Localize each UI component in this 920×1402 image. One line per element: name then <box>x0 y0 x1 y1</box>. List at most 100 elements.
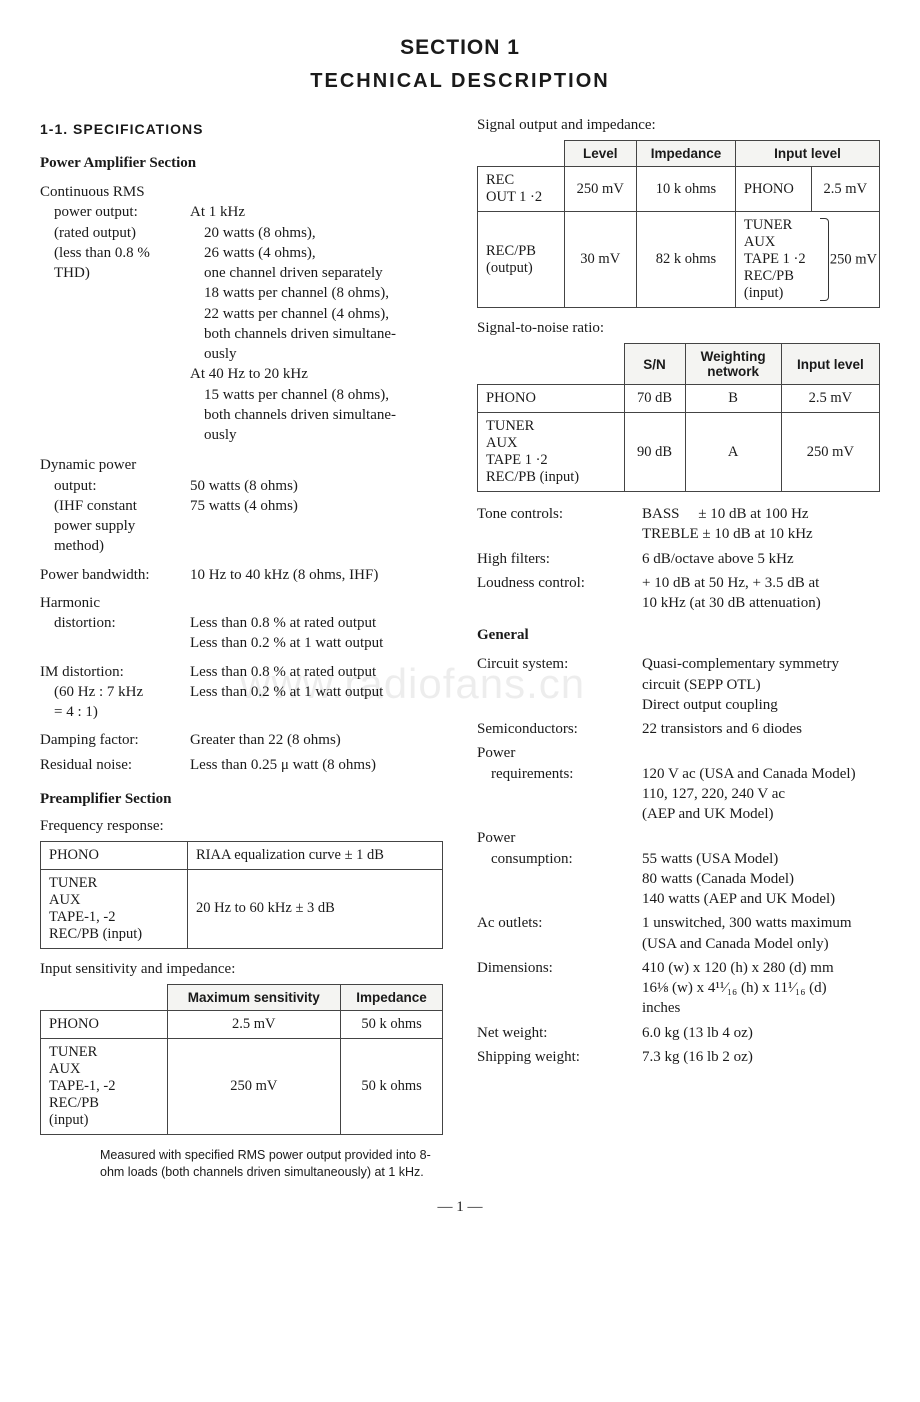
tone-label: Tone controls: <box>477 504 642 545</box>
im-row: IM distortion: (60 Hz : 7 kHz = 4 : 1) L… <box>40 662 443 723</box>
crms-v6: 22 watts per channel (4 ohms), <box>190 306 389 322</box>
snr-r1c4: 2.5 mV <box>781 385 879 413</box>
im-v2: Less than 0.2 % at 1 watt output <box>190 684 383 700</box>
snr-r2c1: TUNER AUX TAPE 1 ·2 REC/PB (input) <box>478 413 625 492</box>
highfilter-row: High filters: 6 dB/octave above 5 kHz <box>477 549 880 569</box>
left-column: 1-1. SPECIFICATIONS Power Amplifier Sect… <box>40 117 443 1181</box>
im-l3: = 4 : 1) <box>40 704 98 720</box>
so-r2c4: TUNER AUX TAPE 1 ·2 REC/PB (input) 250 m… <box>735 212 879 308</box>
table-row: PHONO 70 dB B 2.5 mV <box>478 385 880 413</box>
crms-v7: both channels driven simultane- <box>190 326 396 342</box>
table-row: Maximum sensitivity Impedance <box>41 984 443 1010</box>
ac-outlets-row: Ac outlets: 1 unswitched, 300 watts maxi… <box>477 913 880 954</box>
crms-v9: At 40 Hz to 20 kHz <box>190 366 308 382</box>
circ-v1: Quasi-complementary symmetry <box>642 656 839 672</box>
preamp-heading: Preamplifier Section <box>40 791 443 808</box>
dim-v1: 410 (w) x 120 (h) x 280 (d) mm <box>642 960 834 976</box>
crms-v1: At 1 kHz <box>190 204 245 220</box>
snr-r1c2: 70 dB <box>624 385 685 413</box>
table-row: S/N Weighting network Input level <box>478 344 880 385</box>
dynamic-row: Dynamic power output: (IHF constant powe… <box>40 455 443 556</box>
dimensions-row: Dimensions: 410 (w) x 120 (h) x 280 (d) … <box>477 958 880 1019</box>
table-row: REC/PB (output) 30 mV 82 k ohms TUNER AU… <box>478 212 880 308</box>
crms-v3: 26 watts (4 ohms), <box>190 245 316 261</box>
sens-r2c2: 250 mV <box>167 1038 341 1134</box>
damping-row: Damping factor: Greater than 22 (8 ohms) <box>40 730 443 750</box>
snr-h1: S/N <box>624 344 685 385</box>
dyn-l4: power supply <box>40 518 135 534</box>
crms-v4: one channel driven separately <box>190 265 383 281</box>
snr-r1c3: B <box>685 385 781 413</box>
residual-row: Residual noise: Less than 0.25 μ watt (8… <box>40 755 443 775</box>
so-r2c4-list: TUNER AUX TAPE 1 ·2 REC/PB (input) <box>744 217 806 301</box>
circ-v2: circuit (SEPP OTL) <box>642 677 761 693</box>
harmonic-row: Harmonic distortion: Less than 0.8 % at … <box>40 593 443 654</box>
general-heading: General <box>477 627 880 644</box>
damping-label: Damping factor: <box>40 730 190 750</box>
preq-l2: requirements: <box>477 766 573 782</box>
specifications-heading: 1-1. SPECIFICATIONS <box>40 121 443 137</box>
brace-icon <box>820 218 829 301</box>
dyn-l3: (IHF constant <box>40 498 137 514</box>
crms-v10: 15 watts per channel (8 ohms), <box>190 387 389 403</box>
sens-r1c1: PHONO <box>41 1010 168 1038</box>
harm-v2: Less than 0.2 % at 1 watt output <box>190 635 383 651</box>
so-r2c4-val: 250 mV <box>830 251 877 268</box>
sens-r1c2: 2.5 mV <box>167 1010 341 1038</box>
dim-v2: 16⅛ (w) x 4¹¹⁄₁₆ (h) x 11¹⁄₁₆ (d) <box>642 980 827 996</box>
right-column: Signal output and impedance: Level Imped… <box>477 117 880 1071</box>
so-r1c1: REC OUT 1 ·2 <box>478 167 565 212</box>
preq-v2: 110, 127, 220, 240 V ac <box>642 786 785 802</box>
im-l2: (60 Hz : 7 kHz <box>40 684 143 700</box>
im-v1: Less than 0.8 % at rated output <box>190 664 376 680</box>
ship-weight-row: Shipping weight: 7.3 kg (16 lb 2 oz) <box>477 1047 880 1067</box>
dyn-l1: Dynamic power <box>40 457 136 473</box>
dyn-l2: output: <box>40 478 97 494</box>
shipw-label: Shipping weight: <box>477 1047 642 1067</box>
crms-v5: 18 watts per channel (8 ohms), <box>190 285 389 301</box>
snr-table: S/N Weighting network Input level PHONO … <box>477 343 880 492</box>
so-r1c4b: 2.5 mV <box>811 167 879 212</box>
pcons-v2: 80 watts (Canada Model) <box>642 871 794 887</box>
damping-value: Greater than 22 (8 ohms) <box>190 730 443 750</box>
harm-l2: distortion: <box>40 615 116 631</box>
sens-h2: Impedance <box>341 984 443 1010</box>
table-row: TUNER AUX TAPE-1, -2 REC/PB (input) 20 H… <box>41 869 443 948</box>
crms-l1: Continuous RMS <box>40 184 145 200</box>
crms-l4: (less than 0.8 % <box>40 245 150 261</box>
pcons-l2: consumption: <box>477 851 573 867</box>
crms-l2: power output: <box>40 204 138 220</box>
netw-value: 6.0 kg (13 lb 4 oz) <box>642 1023 880 1043</box>
sens-r2c3: 50 k ohms <box>341 1038 443 1134</box>
so-r2c1: REC/PB (output) <box>478 212 565 308</box>
residual-label: Residual noise: <box>40 755 190 775</box>
residual-value: Less than 0.25 μ watt (8 ohms) <box>190 755 443 775</box>
power-cons-row: Power consumption: 55 watts (USA Model) … <box>477 828 880 909</box>
signal-out-label: Signal output and impedance: <box>477 117 880 134</box>
pcons-v1: 55 watts (USA Model) <box>642 851 778 867</box>
continuous-rms-row: Continuous RMS power output: (rated outp… <box>40 182 443 445</box>
semi-row: Semiconductors: 22 transistors and 6 dio… <box>477 719 880 739</box>
im-l1: IM distortion: <box>40 664 124 680</box>
footnote: Measured with specified RMS power output… <box>100 1147 440 1181</box>
freq-label: Frequency response: <box>40 818 443 835</box>
preq-v1: 120 V ac (USA and Canada Model) <box>642 766 856 782</box>
freq-r2c1: TUNER AUX TAPE-1, -2 REC/PB (input) <box>41 869 188 948</box>
ac-v2: (USA and Canada Model only) <box>642 936 829 952</box>
circ-v3: Direct output coupling <box>642 697 778 713</box>
dim-label: Dimensions: <box>477 958 642 1019</box>
tone-v2: TREBLE ± 10 dB at 10 kHz <box>642 526 813 542</box>
crms-v8: ously <box>190 346 237 362</box>
dyn-l5: method) <box>40 538 104 554</box>
so-h3: Input level <box>735 141 879 167</box>
circuit-row: Circuit system: Quasi-complementary symm… <box>477 654 880 715</box>
loudness-label: Loudness control: <box>477 573 642 614</box>
crms-l5: THD) <box>40 265 90 281</box>
harm-v1: Less than 0.8 % at rated output <box>190 615 376 631</box>
power-amp-heading: Power Amplifier Section <box>40 155 443 172</box>
snr-r2c3: A <box>685 413 781 492</box>
power-req-row: Power requirements: 120 V ac (USA and Ca… <box>477 743 880 824</box>
dyn-v2: 75 watts (4 ohms) <box>190 498 298 514</box>
so-r2c3: 82 k ohms <box>636 212 735 308</box>
so-h1: Level <box>564 141 636 167</box>
